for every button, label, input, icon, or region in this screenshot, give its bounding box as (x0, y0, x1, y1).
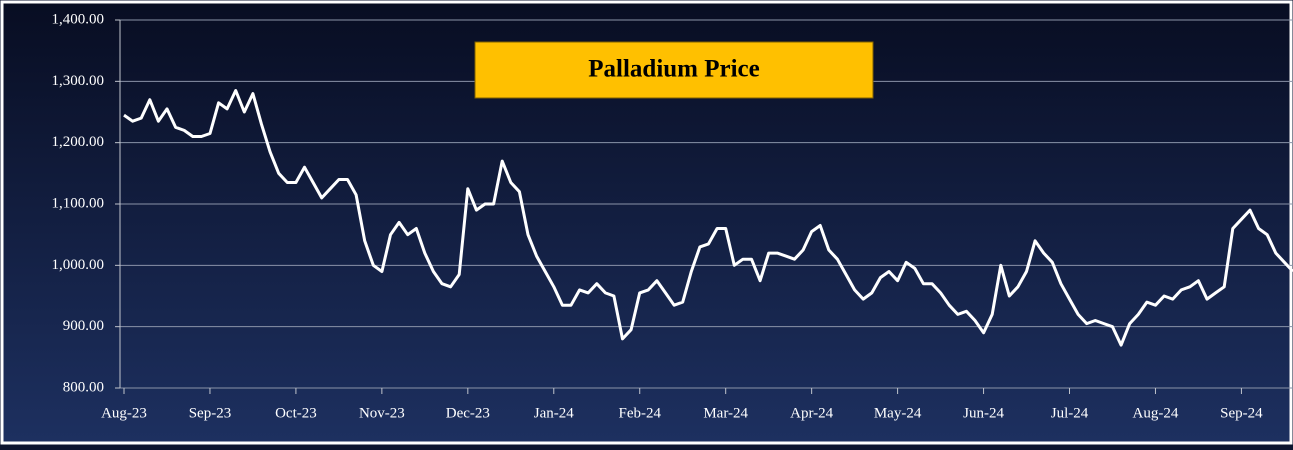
x-tick-label: Jan-24 (534, 405, 574, 421)
x-tick-label: Dec-23 (446, 405, 490, 421)
price-line (123, 89, 1293, 347)
x-tick-label: Aug-23 (101, 405, 147, 421)
x-tick-label: Jun-24 (963, 405, 1004, 421)
x-tick-label: Feb-24 (618, 405, 661, 421)
x-tick-label: Mar-24 (703, 405, 748, 421)
x-tick-label: Sep-23 (189, 405, 232, 421)
x-tick-label: Nov-23 (359, 405, 405, 421)
title-box (474, 41, 874, 99)
y-tick-label: 900.00 (63, 318, 104, 334)
y-tick-label: 1,300.00 (52, 73, 105, 89)
x-tick-label: Jul-24 (1051, 405, 1089, 421)
x-tick-label: May-24 (874, 405, 922, 421)
x-tick-label: Sep-24 (1220, 405, 1263, 421)
y-tick-label: 1,400.00 (52, 11, 105, 27)
x-tick-label: Oct-23 (275, 405, 317, 421)
chart-title: Palladium Price (588, 56, 760, 83)
y-tick-label: 1,000.00 (52, 257, 105, 273)
x-tick-label: Aug-24 (1133, 405, 1179, 421)
x-tick-label: Apr-24 (790, 405, 834, 421)
y-tick-label: 800.00 (63, 379, 104, 395)
y-tick-label: 1,100.00 (52, 195, 105, 211)
y-tick-label: 1,200.00 (52, 134, 105, 150)
